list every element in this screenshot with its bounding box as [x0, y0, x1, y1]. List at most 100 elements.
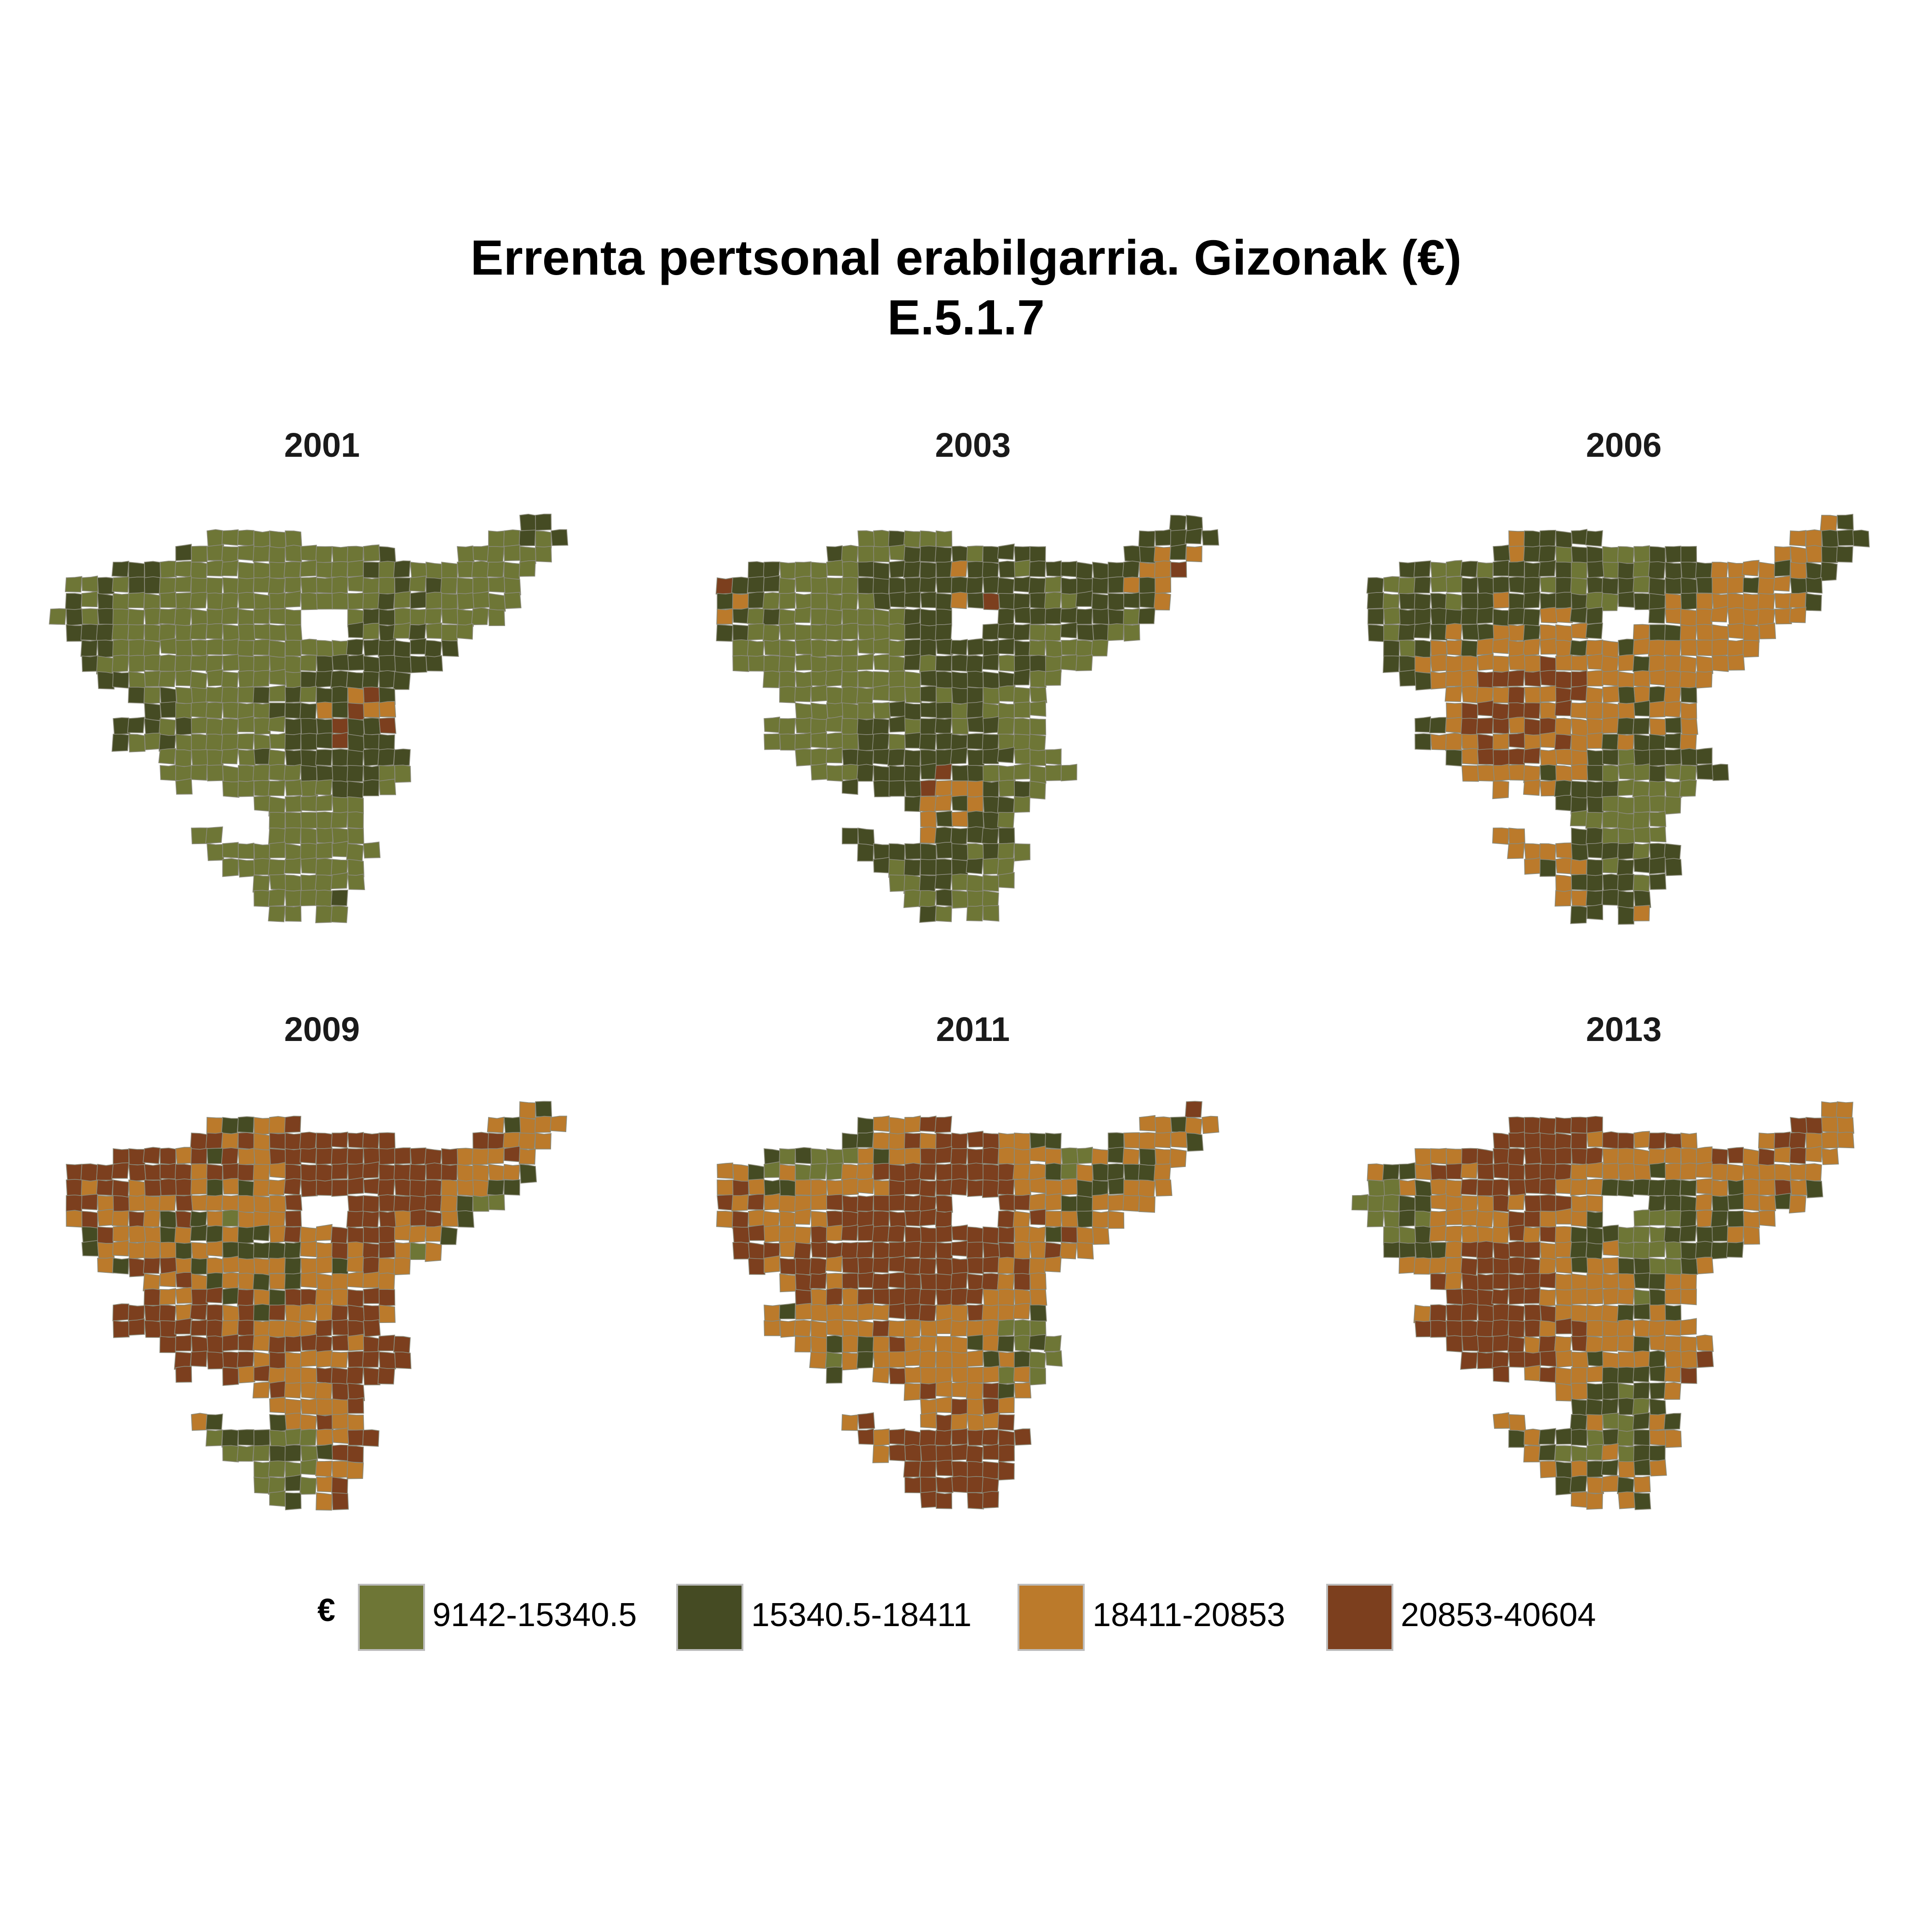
municipality: [919, 654, 937, 673]
municipality: [283, 561, 301, 578]
municipality: [1075, 562, 1093, 581]
municipality: [1383, 576, 1400, 593]
municipality: [811, 1225, 828, 1244]
municipality: [904, 780, 922, 797]
municipality: [222, 1272, 239, 1289]
municipality: [1586, 687, 1603, 705]
municipality: [253, 530, 270, 547]
municipality: [268, 1336, 286, 1354]
municipality: [1570, 577, 1587, 596]
municipality: [128, 1258, 146, 1277]
municipality: [332, 748, 349, 767]
municipality: [457, 1179, 474, 1196]
municipality: [920, 718, 937, 736]
municipality: [253, 780, 271, 797]
municipality: [936, 702, 953, 719]
municipality: [1446, 576, 1463, 593]
municipality: [889, 1148, 906, 1166]
municipality: [1029, 560, 1046, 577]
municipality: [316, 702, 334, 719]
municipality: [919, 890, 937, 908]
municipality: [535, 1101, 552, 1118]
municipality: [1107, 623, 1124, 641]
municipality: [1013, 763, 1030, 780]
municipality: [1696, 748, 1713, 765]
municipality: [1430, 575, 1448, 592]
municipality: [857, 1428, 875, 1445]
municipality: [331, 1162, 348, 1180]
municipality: [889, 700, 906, 717]
municipality: [1539, 1366, 1556, 1383]
municipality: [919, 1116, 937, 1133]
municipality: [127, 717, 145, 733]
municipality: [190, 1258, 207, 1275]
municipality: [487, 546, 505, 564]
municipality: [1382, 1194, 1400, 1212]
municipality: [967, 671, 984, 689]
municipality: [920, 763, 937, 780]
municipality: [1538, 1117, 1556, 1136]
municipality: [285, 1148, 302, 1165]
municipality: [983, 1443, 1000, 1460]
municipality: [519, 1101, 536, 1119]
municipality: [1789, 606, 1806, 623]
municipality: [1044, 1335, 1062, 1352]
municipality: [1029, 1289, 1047, 1306]
municipality: [997, 747, 1015, 764]
municipality: [1382, 1164, 1400, 1182]
municipality: [379, 1351, 396, 1370]
municipality: [1539, 1320, 1556, 1340]
municipality: [221, 1147, 239, 1165]
municipality: [1711, 1179, 1728, 1197]
municipality: [1633, 1179, 1650, 1196]
municipality: [1789, 592, 1806, 609]
municipality: [904, 1303, 922, 1320]
municipality: [315, 874, 333, 892]
municipality: [222, 577, 240, 595]
municipality: [1602, 685, 1620, 703]
municipality: [1571, 1398, 1589, 1416]
municipality: [1680, 1367, 1697, 1384]
municipality: [872, 1367, 890, 1384]
municipality: [1493, 576, 1510, 593]
municipality: [1586, 1195, 1603, 1213]
municipality: [1555, 1477, 1572, 1495]
municipality: [1570, 607, 1587, 624]
municipality: [205, 1414, 223, 1430]
municipality: [748, 1209, 765, 1227]
municipality: [1743, 609, 1761, 627]
municipality: [966, 655, 983, 673]
municipality: [1059, 1242, 1077, 1259]
municipality: [1524, 670, 1541, 687]
municipality: [253, 1179, 270, 1197]
municipality: [856, 687, 874, 704]
municipality: [316, 1476, 334, 1493]
municipality: [889, 715, 906, 733]
municipality: [379, 1226, 396, 1244]
municipality: [285, 812, 302, 830]
municipality: [748, 1179, 766, 1195]
municipality: [143, 1147, 161, 1164]
municipality: [826, 747, 843, 764]
municipality: [128, 1241, 145, 1259]
municipality: [1524, 1365, 1541, 1381]
municipality: [1202, 529, 1219, 546]
municipality: [811, 1289, 828, 1306]
municipality: [346, 1367, 364, 1385]
municipality: [998, 1461, 1015, 1481]
municipality: [903, 889, 921, 908]
municipality: [191, 1413, 208, 1431]
municipality: [207, 1335, 224, 1353]
municipality: [393, 560, 411, 578]
municipality: [1029, 546, 1046, 563]
municipality: [1540, 1194, 1557, 1212]
municipality: [1679, 624, 1697, 642]
municipality: [347, 560, 364, 577]
municipality: [1138, 530, 1156, 548]
municipality: [1383, 624, 1400, 642]
municipality: [934, 827, 952, 845]
municipality: [795, 1289, 812, 1307]
municipality: [1014, 1273, 1030, 1291]
municipality: [1508, 560, 1525, 577]
municipality: [1806, 545, 1823, 563]
